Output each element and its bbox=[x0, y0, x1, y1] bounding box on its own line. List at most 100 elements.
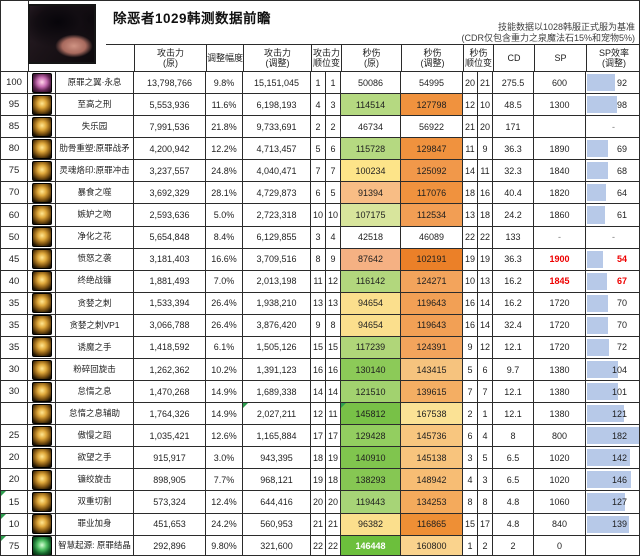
dps-rank-old-cell[interactable]: 10 bbox=[463, 270, 478, 293]
attack-rank-new-cell[interactable]: 11 bbox=[326, 403, 341, 426]
sp-cell[interactable]: 1845 bbox=[534, 270, 586, 293]
dps-rank-new-cell[interactable]: 3 bbox=[478, 469, 493, 492]
attack-adjusted-cell[interactable]: 6,198,193 bbox=[243, 94, 311, 117]
dps-original-cell[interactable]: 107175 bbox=[341, 204, 401, 227]
sp-efficiency-cell[interactable]: 146 bbox=[586, 469, 639, 492]
cd-cell[interactable]: 12.1 bbox=[493, 381, 534, 404]
cd-cell[interactable]: 2 bbox=[493, 535, 534, 555]
sp-cell[interactable]: - bbox=[534, 226, 586, 249]
dps-rank-new-cell[interactable]: 11 bbox=[478, 160, 493, 183]
attack-original-cell[interactable]: 1,764,326 bbox=[134, 403, 206, 426]
skill-name-cell[interactable]: 傲慢之蹈 bbox=[56, 425, 134, 448]
attack-rank-new-cell[interactable]: 22 bbox=[326, 535, 341, 555]
attack-adjusted-cell[interactable]: 321,600 bbox=[243, 535, 311, 555]
sp-efficiency-cell[interactable]: 61 bbox=[586, 204, 639, 227]
sp-cell[interactable]: 600 bbox=[534, 72, 586, 95]
sp-efficiency-cell[interactable]: 101 bbox=[586, 381, 639, 404]
skill-icon-cell[interactable] bbox=[28, 160, 56, 183]
adjust-percent-cell[interactable]: 26.4% bbox=[206, 314, 243, 337]
attack-original-cell[interactable]: 13,798,766 bbox=[134, 72, 206, 95]
adjust-percent-cell[interactable]: 24.2% bbox=[206, 513, 243, 536]
dps-adjusted-cell[interactable]: 160800 bbox=[401, 535, 463, 555]
level-cell[interactable]: 75 bbox=[1, 160, 28, 183]
adjust-percent-cell[interactable]: 7.0% bbox=[206, 270, 243, 293]
skill-icon-cell[interactable] bbox=[28, 248, 56, 271]
attack-rank-old-cell[interactable]: 11 bbox=[311, 270, 326, 293]
cd-cell[interactable]: 16.2 bbox=[493, 292, 534, 315]
cd-cell[interactable]: 16.2 bbox=[493, 270, 534, 293]
level-cell[interactable]: 30 bbox=[1, 359, 28, 382]
attack-original-cell[interactable]: 1,470,268 bbox=[134, 381, 206, 404]
level-cell[interactable]: 80 bbox=[1, 138, 28, 161]
dps-rank-new-cell[interactable]: 5 bbox=[478, 447, 493, 470]
dps-adjusted-cell[interactable]: 134253 bbox=[401, 491, 463, 514]
skill-name-cell[interactable]: 原罪之翼·永息 bbox=[56, 72, 134, 95]
sp-cell[interactable]: 1720 bbox=[534, 292, 586, 315]
level-cell[interactable]: 70 bbox=[1, 182, 28, 205]
dps-rank-old-cell[interactable]: 22 bbox=[463, 226, 478, 249]
attack-adjusted-cell[interactable]: 1,938,210 bbox=[243, 292, 311, 315]
attack-rank-new-cell[interactable]: 20 bbox=[326, 491, 341, 514]
sp-efficiency-cell[interactable]: 70 bbox=[586, 292, 639, 315]
dps-original-cell[interactable]: 115728 bbox=[341, 138, 401, 161]
attack-rank-old-cell[interactable]: 2 bbox=[311, 116, 326, 139]
skill-icon-cell[interactable] bbox=[28, 270, 56, 293]
sp-cell[interactable] bbox=[534, 116, 586, 139]
adjust-percent-cell[interactable]: 14.9% bbox=[206, 381, 243, 404]
dps-original-cell[interactable]: 94654 bbox=[341, 314, 401, 337]
skill-icon-cell[interactable] bbox=[28, 226, 56, 249]
skill-icon-cell[interactable] bbox=[28, 513, 56, 536]
cd-cell[interactable]: 8 bbox=[493, 425, 534, 448]
level-cell[interactable]: 85 bbox=[1, 116, 28, 139]
attack-rank-new-cell[interactable]: 8 bbox=[326, 314, 341, 337]
dps-rank-old-cell[interactable]: 2 bbox=[463, 403, 478, 426]
sp-cell[interactable]: 1380 bbox=[534, 403, 586, 426]
level-cell[interactable] bbox=[1, 403, 28, 426]
skill-name-cell[interactable]: 嫉妒之吻 bbox=[56, 204, 134, 227]
attack-rank-new-cell[interactable]: 9 bbox=[326, 248, 341, 271]
sp-efficiency-cell[interactable]: 92 bbox=[586, 72, 639, 95]
attack-rank-new-cell[interactable]: 14 bbox=[326, 381, 341, 404]
sp-cell[interactable]: 1840 bbox=[534, 160, 586, 183]
attack-rank-old-cell[interactable]: 1 bbox=[311, 72, 326, 95]
level-cell[interactable]: 95 bbox=[1, 94, 28, 117]
dps-rank-new-cell[interactable]: 1 bbox=[478, 403, 493, 426]
attack-rank-new-cell[interactable]: 7 bbox=[326, 160, 341, 183]
column-header[interactable]: 秒伤 (调整) bbox=[401, 44, 463, 71]
dps-rank-new-cell[interactable]: 21 bbox=[478, 72, 493, 95]
attack-rank-new-cell[interactable]: 5 bbox=[326, 182, 341, 205]
dps-rank-old-cell[interactable]: 1 bbox=[463, 535, 478, 555]
sp-cell[interactable]: 1720 bbox=[534, 314, 586, 337]
attack-rank-new-cell[interactable]: 15 bbox=[326, 336, 341, 360]
adjust-percent-cell[interactable]: 28.1% bbox=[206, 182, 243, 205]
sp-efficiency-cell[interactable]: 54 bbox=[586, 248, 639, 271]
column-header[interactable]: 攻击力 (原) bbox=[134, 44, 206, 71]
level-cell[interactable]: 20 bbox=[1, 469, 28, 492]
skill-name-cell[interactable]: 双重切割 bbox=[56, 491, 134, 514]
attack-rank-old-cell[interactable]: 9 bbox=[311, 314, 326, 337]
dps-rank-new-cell[interactable]: 14 bbox=[478, 314, 493, 337]
skill-icon-cell[interactable] bbox=[28, 314, 56, 337]
column-header[interactable]: 秒伤 (原) bbox=[341, 44, 401, 71]
dps-adjusted-cell[interactable]: 56922 bbox=[401, 116, 463, 139]
attack-original-cell[interactable]: 915,917 bbox=[134, 447, 206, 470]
dps-rank-old-cell[interactable]: 4 bbox=[463, 469, 478, 492]
dps-original-cell[interactable]: 50086 bbox=[341, 72, 401, 95]
dps-rank-old-cell[interactable]: 3 bbox=[463, 447, 478, 470]
level-cell[interactable]: 100 bbox=[1, 72, 28, 95]
sp-cell[interactable]: 1860 bbox=[534, 204, 586, 227]
attack-adjusted-cell[interactable]: 2,027,211 bbox=[243, 403, 311, 426]
cd-cell[interactable]: 24.2 bbox=[493, 204, 534, 227]
sp-cell[interactable]: 840 bbox=[534, 513, 586, 536]
dps-original-cell[interactable]: 119443 bbox=[341, 491, 401, 514]
skill-name-cell[interactable]: 智慧起源: 原罪结晶 bbox=[56, 535, 134, 555]
dps-original-cell[interactable]: 117239 bbox=[341, 336, 401, 360]
attack-rank-new-cell[interactable]: 1 bbox=[326, 72, 341, 95]
dps-original-cell[interactable]: 96382 bbox=[341, 513, 401, 536]
sp-efficiency-cell[interactable]: 72 bbox=[586, 336, 639, 360]
skill-name-cell[interactable]: 至高之刑 bbox=[56, 94, 134, 117]
dps-rank-new-cell[interactable]: 12 bbox=[478, 336, 493, 360]
attack-original-cell[interactable]: 292,896 bbox=[134, 535, 206, 555]
dps-rank-old-cell[interactable]: 19 bbox=[463, 248, 478, 271]
cd-cell[interactable]: 12.1 bbox=[493, 336, 534, 360]
